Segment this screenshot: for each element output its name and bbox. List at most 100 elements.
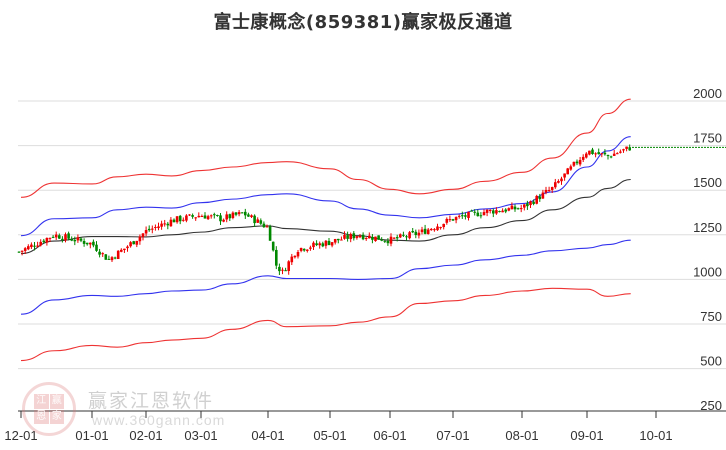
candle xyxy=(85,242,89,245)
candle xyxy=(541,192,545,199)
candle xyxy=(23,248,27,251)
candle xyxy=(281,269,284,271)
candle xyxy=(402,234,405,236)
candle xyxy=(588,150,591,155)
candle xyxy=(563,173,566,178)
candle xyxy=(138,236,142,242)
y-tick-label: 1000 xyxy=(693,264,722,279)
x-tick-label: 01-01 xyxy=(75,428,108,443)
watermark-logo-icon: 江 赢 恩 家 xyxy=(22,382,76,436)
watermark-brand: 赢家江恩软件 xyxy=(88,390,215,412)
y-axis-labels: 250 500 750 1000 1250 1500 1750 2000 xyxy=(693,86,722,413)
candle xyxy=(327,240,331,245)
candle xyxy=(194,217,197,219)
x-tick-label: 04-01 xyxy=(251,428,284,443)
candle xyxy=(389,236,393,244)
candle xyxy=(250,215,253,218)
lower_outer_red-line xyxy=(20,287,631,362)
x-tick-label: 07-01 xyxy=(436,428,469,443)
candle xyxy=(256,219,259,223)
candle xyxy=(213,214,216,216)
candle xyxy=(609,156,613,158)
candle xyxy=(554,182,557,188)
candle xyxy=(315,243,318,246)
candle xyxy=(253,215,256,224)
candle xyxy=(488,209,492,212)
candle xyxy=(333,239,337,243)
candle xyxy=(116,250,120,260)
x-tick-label: 02-01 xyxy=(129,428,162,443)
candle xyxy=(247,214,250,217)
upper_inner_blue-line xyxy=(20,136,631,237)
candle xyxy=(377,235,380,240)
candle xyxy=(578,159,582,165)
candle xyxy=(411,230,414,233)
logo-char: 家 xyxy=(49,409,64,424)
candle xyxy=(33,245,36,247)
candle xyxy=(39,241,42,246)
candle xyxy=(538,196,542,200)
candle xyxy=(557,180,560,183)
candle xyxy=(259,220,263,224)
candle xyxy=(346,235,349,239)
candle xyxy=(64,234,67,241)
candle xyxy=(550,187,554,190)
candle xyxy=(423,228,427,234)
candle xyxy=(594,153,597,155)
candle xyxy=(547,190,551,192)
candle xyxy=(132,241,135,245)
candle xyxy=(569,166,573,170)
candle xyxy=(175,216,179,223)
candle xyxy=(616,153,619,155)
candle xyxy=(358,235,362,238)
candle xyxy=(135,240,139,245)
candle xyxy=(166,223,170,226)
candle xyxy=(513,206,517,210)
candle xyxy=(507,208,511,211)
candle xyxy=(225,214,228,220)
candle xyxy=(120,249,123,252)
candle xyxy=(92,241,95,246)
candle xyxy=(575,161,579,164)
candle xyxy=(58,235,61,239)
y-tick-label: 1500 xyxy=(693,175,722,190)
candle xyxy=(191,215,194,217)
candle xyxy=(572,161,576,166)
candle xyxy=(169,219,173,227)
candle xyxy=(160,223,163,227)
logo-char: 江 xyxy=(34,394,49,409)
candle xyxy=(17,251,21,253)
candle xyxy=(178,215,182,222)
candle xyxy=(36,245,39,247)
candle xyxy=(430,228,433,231)
candle xyxy=(278,266,281,272)
candle xyxy=(216,214,219,216)
candle xyxy=(417,232,421,236)
candle xyxy=(284,270,287,272)
x-tick-label: 06-01 xyxy=(373,428,406,443)
candle xyxy=(306,249,309,251)
candle xyxy=(271,241,275,251)
candle xyxy=(228,214,232,219)
candle xyxy=(54,234,58,238)
candle xyxy=(597,152,600,155)
candle xyxy=(293,255,297,258)
candle xyxy=(302,248,306,251)
candle xyxy=(337,238,340,241)
candle xyxy=(501,210,504,213)
candle xyxy=(535,195,538,204)
middle_black-line xyxy=(20,178,631,255)
y-tick-label: 1750 xyxy=(693,131,722,146)
candle xyxy=(61,238,64,240)
y-tick-label: 2000 xyxy=(693,86,722,101)
candle xyxy=(237,212,241,215)
candle xyxy=(479,215,483,217)
candle xyxy=(529,201,532,206)
candle xyxy=(426,229,430,235)
candle xyxy=(560,178,563,182)
channel-lines xyxy=(20,98,631,362)
candle xyxy=(526,203,529,207)
candle xyxy=(101,253,104,255)
candle xyxy=(585,153,588,158)
candle xyxy=(98,251,101,255)
